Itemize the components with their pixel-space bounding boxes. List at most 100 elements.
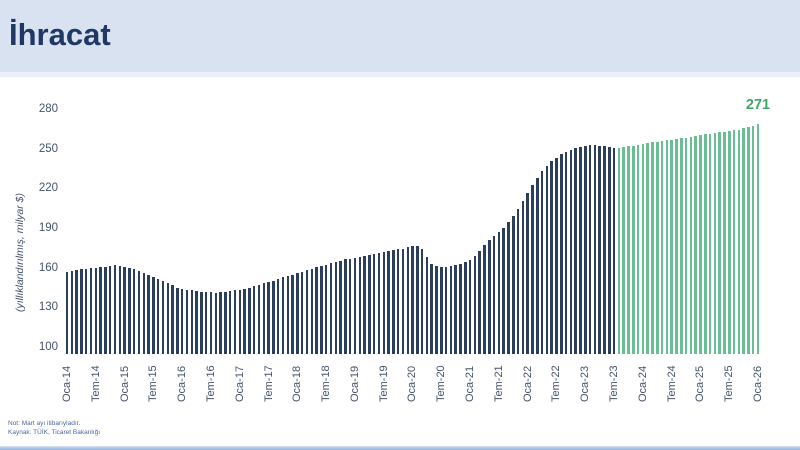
x-tick-label: Tem-19 — [378, 365, 390, 402]
bar — [488, 239, 491, 354]
footnote-note: Not: Mart ayı itibarıyladır. — [8, 420, 81, 427]
bar — [344, 259, 347, 354]
y-tick-label: 250 — [38, 142, 58, 155]
y-tick-label: 190 — [38, 222, 58, 234]
bar — [588, 144, 592, 354]
bar — [617, 147, 621, 354]
bar — [176, 287, 179, 354]
bar — [324, 264, 328, 354]
bar — [646, 142, 649, 354]
bar — [310, 268, 313, 354]
header: İhracat — [0, 0, 800, 77]
bar — [190, 290, 193, 354]
bar — [89, 268, 93, 354]
x-tick-label: Oca-14 — [61, 365, 73, 402]
footer-divider — [0, 446, 800, 450]
bar — [348, 258, 352, 354]
bar — [622, 147, 625, 354]
bar — [209, 292, 213, 354]
bar — [574, 148, 577, 354]
bar — [540, 171, 544, 354]
x-tick-label: Tem-17 — [263, 365, 275, 402]
bar — [406, 247, 409, 354]
bar — [224, 291, 227, 354]
bar — [233, 290, 237, 354]
bar — [377, 253, 381, 354]
bar — [459, 263, 462, 354]
bar — [320, 265, 323, 354]
bar — [435, 265, 438, 354]
bar — [113, 265, 117, 354]
bar — [636, 144, 640, 354]
x-tick-label: Oca-19 — [349, 365, 361, 402]
bar — [449, 265, 453, 354]
bar — [80, 269, 83, 354]
y-tick-label: 160 — [38, 261, 58, 274]
bar — [651, 142, 654, 354]
bar — [545, 165, 549, 354]
bar — [444, 266, 448, 354]
bar — [708, 133, 712, 354]
bar — [204, 291, 208, 354]
bar — [704, 134, 707, 354]
bar — [521, 200, 525, 354]
bar — [608, 147, 611, 354]
bar — [94, 268, 97, 354]
bar — [75, 270, 78, 354]
bar — [387, 251, 390, 354]
x-tick-label: Oca-20 — [406, 365, 418, 402]
bar — [699, 134, 702, 354]
bar — [161, 281, 165, 354]
bar — [84, 268, 88, 354]
bar — [118, 265, 121, 354]
bar — [262, 283, 265, 354]
bar — [603, 146, 606, 354]
bar — [142, 273, 145, 354]
bar — [675, 138, 678, 354]
bar — [291, 274, 294, 354]
x-tick-label: Oca-21 — [464, 365, 476, 402]
page-title: İhracat — [9, 17, 111, 52]
bar — [396, 249, 400, 354]
bar — [108, 265, 112, 354]
bar — [267, 282, 270, 354]
bar — [579, 147, 582, 354]
bar — [483, 245, 486, 354]
bar — [747, 126, 750, 354]
x-tick-label: Oca-25 — [694, 365, 706, 402]
bar — [252, 286, 256, 354]
bar — [536, 177, 539, 354]
bar — [200, 291, 203, 354]
bar — [454, 265, 457, 354]
bar — [70, 270, 73, 354]
bar — [478, 250, 481, 354]
bar — [411, 246, 414, 354]
bar — [156, 279, 160, 354]
bar — [684, 137, 688, 354]
bar — [248, 287, 251, 354]
bar — [497, 232, 501, 354]
bar — [660, 140, 664, 354]
bar — [564, 151, 568, 354]
bar — [329, 263, 333, 354]
bar — [632, 145, 635, 354]
bar — [531, 184, 534, 354]
bar — [305, 270, 309, 354]
bar — [185, 289, 189, 354]
bar — [723, 131, 726, 354]
bar — [627, 146, 630, 354]
bar — [272, 280, 275, 354]
x-tick-label: Tem-16 — [205, 365, 217, 402]
y-tick-label: 100 — [38, 341, 58, 353]
bar — [732, 130, 736, 354]
bar — [468, 259, 472, 354]
bar — [550, 161, 553, 354]
bar — [507, 222, 510, 354]
bar — [420, 249, 424, 354]
bar — [257, 284, 261, 354]
bar — [171, 285, 174, 354]
bar — [315, 267, 318, 354]
bar — [718, 132, 721, 354]
x-tick-label: Tem-22 — [550, 365, 562, 402]
bar — [694, 136, 697, 354]
